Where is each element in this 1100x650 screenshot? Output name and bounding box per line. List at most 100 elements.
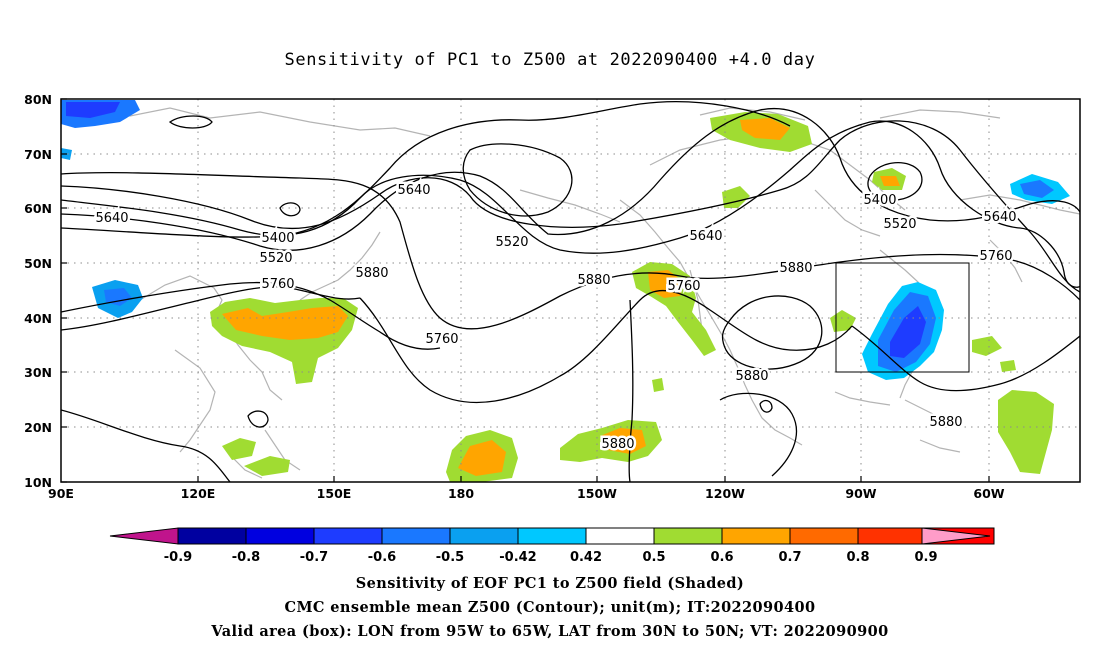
colorbar-label: 0.42: [570, 550, 602, 565]
shade-positive-bermuda: [972, 336, 1002, 356]
contour-5760: [61, 120, 1080, 293]
contour-label: 5880: [601, 437, 634, 452]
contour-5880-tropic: [61, 409, 231, 482]
colorbar-box: [653, 527, 723, 545]
shade-negative-tibet-core: [104, 288, 132, 306]
colorbar-box: [721, 527, 791, 545]
lat-label: 60N: [24, 201, 52, 216]
colorbar-label: -0.7: [300, 550, 328, 565]
shade-negative-labrador-core: [1020, 180, 1054, 198]
lon-label: 90E: [48, 486, 74, 501]
contour-label: 5760: [979, 249, 1012, 264]
contour-small-2: [279, 202, 301, 217]
contour-label: 5880: [779, 261, 812, 276]
shade-positive-east-asia-core: [222, 306, 348, 340]
z500-contours: [61, 101, 1080, 482]
colorbar-box: [585, 527, 655, 545]
contour-5880-south: [61, 286, 361, 331]
colorbar-labels: -0.9 -0.8 -0.7 -0.6 -0.5 -0.42 0.42 0.5 0.6 0.7 0.…: [164, 550, 938, 565]
contour-5880-pacific: [628, 299, 634, 482]
colorbar-box: [313, 527, 383, 545]
shade-positive-atlantic: [998, 390, 1054, 474]
contour-label: 5640: [689, 229, 722, 244]
lon-label: 120W: [705, 486, 745, 501]
gridlines: [61, 99, 1080, 482]
shade-positive-small-1: [652, 378, 664, 392]
shade-positive-hudson-core: [880, 176, 900, 186]
colorbar-label: -0.42: [499, 550, 536, 565]
contour-5880-low: [721, 295, 823, 370]
lat-label: 50N: [24, 256, 52, 271]
caption-contour: CMC ensemble mean Z500 (Contour); unit(m…: [284, 599, 816, 616]
colorbar-box: [177, 527, 247, 545]
contour-labels: 5640 5400 5520 5760 5880 5640 5520 5640 …: [93, 181, 1019, 455]
lon-label: 120E: [181, 486, 216, 501]
contour-small-4: [759, 399, 773, 413]
axis-ticks: [61, 98, 990, 483]
caption-valid-area: Valid area (box): LON from 95W to 65W, L…: [211, 623, 889, 640]
contour-5400: [61, 101, 791, 238]
colorbar-label: -0.9: [164, 550, 192, 565]
contour-5400-low: [867, 161, 923, 201]
lon-label: 90W: [845, 486, 876, 501]
colorbar-box: [517, 527, 587, 545]
shade-negative-arctic-core: [66, 102, 120, 118]
shade-positive-small-2: [1000, 360, 1016, 372]
contour-label: 5520: [259, 251, 292, 266]
shade-positive-nw-canada-core: [740, 118, 790, 140]
caption-shading: Sensitivity of EOF PC1 to Z500 field (Sh…: [355, 575, 745, 592]
shade-positive-philippines: [222, 438, 256, 460]
lon-label: 180: [448, 486, 474, 501]
contour-label: 5760: [425, 332, 458, 347]
chart-title: Sensitivity of PC1 to Z500 at 2022090400…: [284, 50, 816, 70]
sensitivity-shading: [61, 100, 1070, 482]
colorbar-boxes: [177, 527, 995, 545]
contour-label: 5520: [883, 217, 916, 232]
shade-positive-wpac: [244, 456, 290, 476]
latitude-labels: 80N 70N 60N 50N 40N 30N 20N 10N: [24, 92, 52, 490]
contour-label: 5400: [863, 193, 896, 208]
contour-small-3: [247, 410, 269, 428]
contour-small-5: [462, 143, 573, 217]
contour-label: 5400: [261, 231, 294, 246]
contour-label: 5880: [577, 273, 610, 288]
lat-label: 20N: [24, 420, 52, 435]
colorbar-box: [789, 527, 859, 545]
contour-5880-mid: [359, 290, 853, 404]
contour-label: 5760: [261, 277, 294, 292]
colorbar-box: [449, 527, 519, 545]
contour-5880-gulf: [719, 392, 798, 477]
contour-label: 5640: [983, 210, 1016, 225]
lat-label: 30N: [24, 365, 52, 380]
contour-label: 5880: [929, 415, 962, 430]
colorbar-label: 0.5: [642, 550, 665, 565]
map-border: [60, 98, 1081, 483]
colorbar-box: [857, 527, 927, 545]
contour-5520: [61, 108, 1080, 251]
contour-5760-south: [61, 281, 441, 350]
lat-label: 80N: [24, 92, 52, 107]
shade-positive-hawaii-core: [600, 428, 646, 454]
colorbar-label: 0.9: [914, 550, 937, 565]
valid-area-box: [835, 262, 970, 373]
colorbar-label: -0.6: [368, 550, 396, 565]
contour-label: 5760: [667, 279, 700, 294]
colorbar-box: [245, 527, 315, 545]
lat-label: 70N: [24, 147, 52, 162]
contour-label: 5640: [95, 211, 128, 226]
colorbar-label: -0.8: [232, 550, 260, 565]
contour-5880: [61, 172, 1080, 330]
colorbar-high-arrow: [921, 527, 991, 545]
contour-5880-east: [851, 325, 1080, 392]
contour-5640: [61, 120, 1080, 288]
longitude-labels: 90E 120E 150E 180 150W 120W 90W 60W: [48, 486, 1005, 501]
lat-label: 40N: [24, 311, 52, 326]
shade-positive-dateline-core: [458, 440, 506, 476]
shade-negative-east-us-core: [890, 306, 926, 358]
contour-label: 5880: [355, 266, 388, 281]
contour-label: 5640: [397, 183, 430, 198]
colorbar-label: 0.8: [846, 550, 869, 565]
colorbar-box: [381, 527, 451, 545]
colorbar-label: 0.6: [710, 550, 733, 565]
